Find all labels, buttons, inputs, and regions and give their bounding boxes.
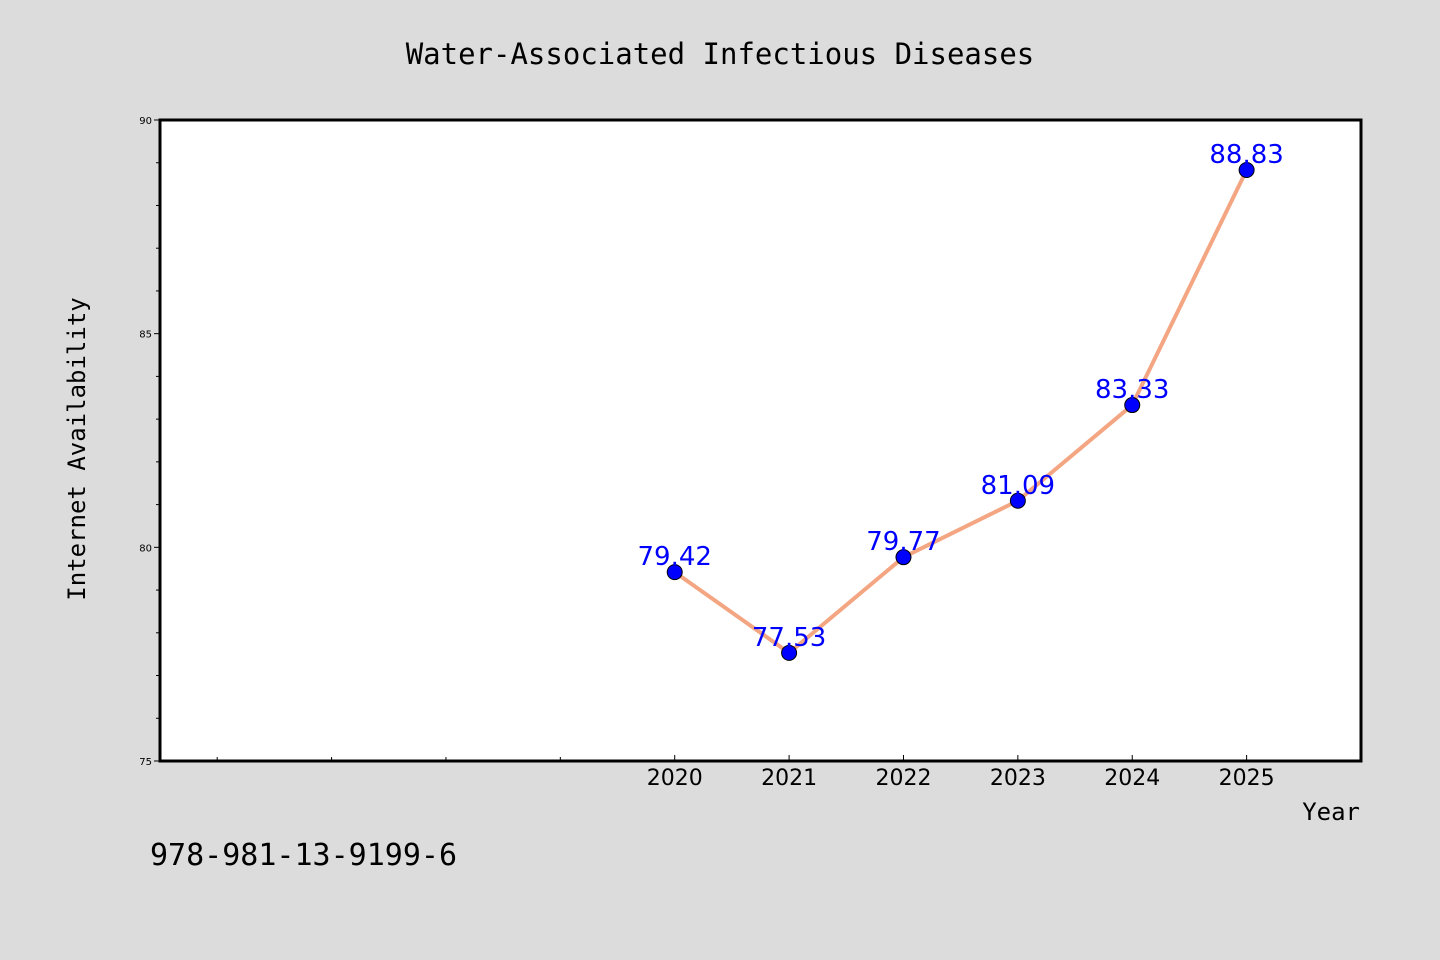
x-tick-label: 2022	[875, 766, 931, 791]
y-tick-label: 75	[139, 757, 152, 768]
footer-isbn-text: 978-981-13-9199-6	[150, 838, 457, 873]
x-axis-label: Year	[1302, 798, 1360, 826]
y-axis-label: Internet Availability	[63, 297, 91, 600]
data-point	[1124, 397, 1141, 414]
data-label: 79.77	[866, 527, 940, 557]
x-tick-label: 2024	[1104, 766, 1160, 791]
y-axis-ticks: 75 80 85 90	[139, 116, 160, 768]
data-label: 77.53	[752, 623, 826, 653]
data-label: 83.33	[1095, 375, 1169, 405]
x-tick-label: 2020	[647, 766, 703, 791]
x-axis-ticks: 2020 2021 2022 2023 2024 2025	[216, 755, 1275, 791]
series-layer: 79.42 77.53 79.77 81.09 83.33 88.83	[637, 140, 1284, 661]
series-line	[672, 167, 1249, 655]
chart-title: Water-Associated Infectious Diseases	[406, 37, 1035, 71]
y-tick-label: 80	[139, 543, 152, 554]
data-point	[666, 564, 683, 581]
data-label: 81.09	[981, 471, 1055, 501]
y-tick-label: 85	[139, 330, 152, 341]
data-point	[1009, 492, 1026, 509]
data-point	[895, 549, 912, 566]
plot-area	[158, 118, 1363, 763]
data-label: 79.42	[637, 542, 711, 572]
x-tick-label: 2021	[761, 766, 817, 791]
x-tick-label: 2023	[990, 766, 1046, 791]
y-tick-label: 90	[139, 116, 152, 127]
x-tick-label: 2025	[1219, 766, 1275, 791]
data-label: 88.83	[1209, 140, 1283, 170]
data-point	[1238, 161, 1255, 178]
data-point	[781, 644, 798, 661]
